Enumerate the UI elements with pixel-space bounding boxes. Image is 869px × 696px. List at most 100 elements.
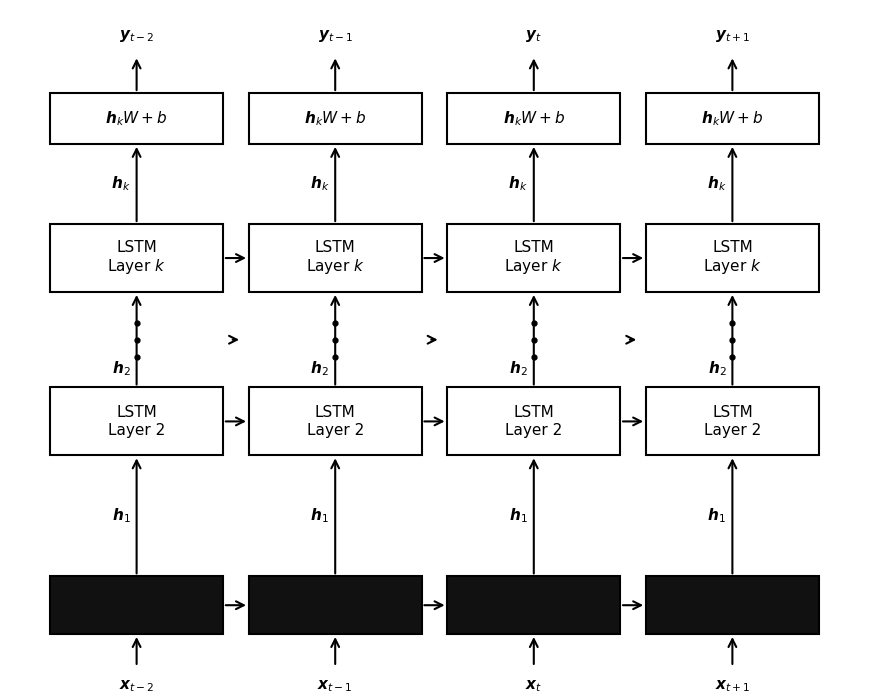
- Text: $\boldsymbol{h}_k W+b$: $\boldsymbol{h}_k W+b$: [304, 109, 367, 128]
- Point: [573, 610, 587, 621]
- Point: [370, 613, 384, 624]
- Text: $\boldsymbol{h}_k W+b$: $\boldsymbol{h}_k W+b$: [105, 109, 168, 128]
- Point: [725, 593, 739, 604]
- Point: [256, 594, 270, 606]
- Point: [753, 608, 766, 619]
- Point: [252, 615, 266, 626]
- Point: [779, 581, 793, 592]
- Point: [667, 606, 680, 617]
- Point: [553, 625, 567, 636]
- Point: [136, 621, 149, 632]
- Point: [667, 618, 681, 629]
- Point: [265, 616, 279, 627]
- Point: [352, 583, 366, 594]
- Point: [380, 595, 394, 606]
- Point: [464, 614, 478, 625]
- Point: [183, 605, 197, 616]
- Point: [93, 605, 107, 616]
- Point: [209, 596, 223, 607]
- Point: [515, 599, 529, 610]
- Point: [345, 617, 359, 628]
- Point: [712, 615, 726, 626]
- Point: [600, 606, 614, 617]
- Point: [147, 601, 161, 612]
- Point: [203, 583, 217, 594]
- Point: [143, 603, 156, 614]
- Point: [786, 579, 800, 590]
- Point: [266, 588, 280, 599]
- Point: [697, 602, 711, 613]
- Point: [580, 600, 594, 611]
- Point: [606, 580, 620, 592]
- Text: $\boldsymbol{h}_1$: $\boldsymbol{h}_1$: [707, 507, 726, 525]
- Point: [367, 611, 381, 622]
- Point: [122, 620, 136, 631]
- Point: [261, 585, 275, 596]
- Point: [669, 602, 683, 613]
- Point: [769, 590, 783, 601]
- Point: [302, 603, 315, 615]
- Point: [96, 590, 110, 601]
- Point: [509, 624, 523, 635]
- Point: [390, 620, 404, 631]
- Point: [61, 581, 75, 592]
- Point: [408, 610, 421, 622]
- Point: [804, 592, 818, 603]
- Point: [60, 578, 74, 590]
- Point: [110, 619, 124, 631]
- Point: [604, 578, 618, 590]
- Point: [456, 615, 470, 626]
- Point: [317, 596, 331, 608]
- Point: [102, 621, 116, 632]
- Point: [176, 601, 189, 612]
- Point: [561, 598, 574, 609]
- Point: [667, 576, 680, 587]
- Point: [468, 606, 482, 617]
- Point: [534, 590, 548, 601]
- Point: [56, 613, 70, 624]
- Point: [507, 583, 521, 594]
- Point: [103, 583, 116, 594]
- Point: [681, 619, 695, 630]
- Point: [740, 620, 753, 631]
- Point: [349, 625, 363, 636]
- Point: [569, 612, 583, 624]
- Point: [706, 576, 720, 587]
- Point: [317, 615, 331, 626]
- Point: [144, 605, 158, 616]
- Point: [380, 581, 394, 592]
- Point: [548, 620, 562, 631]
- Point: [548, 579, 562, 590]
- Point: [168, 587, 182, 599]
- Point: [665, 575, 679, 586]
- Point: [805, 609, 819, 620]
- Point: [518, 578, 532, 590]
- Point: [389, 594, 403, 605]
- Point: [769, 580, 783, 592]
- Point: [654, 576, 668, 587]
- Point: [651, 595, 665, 606]
- Point: [790, 603, 804, 614]
- Point: [76, 580, 90, 592]
- Point: [770, 618, 784, 629]
- Point: [491, 588, 505, 599]
- Point: [70, 624, 84, 635]
- Point: [323, 591, 337, 602]
- Point: [554, 622, 567, 633]
- Point: [475, 613, 489, 624]
- Point: [139, 575, 153, 586]
- Point: [539, 600, 553, 611]
- Point: [541, 594, 555, 606]
- Point: [375, 615, 389, 626]
- Point: [535, 590, 549, 601]
- Text: $\boldsymbol{h}_2$: $\boldsymbol{h}_2$: [310, 359, 329, 378]
- Point: [578, 605, 592, 616]
- Point: [712, 612, 726, 623]
- Point: [347, 608, 361, 619]
- Point: [401, 601, 415, 612]
- Point: [197, 589, 211, 600]
- Point: [60, 591, 74, 602]
- Point: [289, 605, 302, 616]
- Point: [650, 599, 664, 610]
- Point: [693, 575, 707, 586]
